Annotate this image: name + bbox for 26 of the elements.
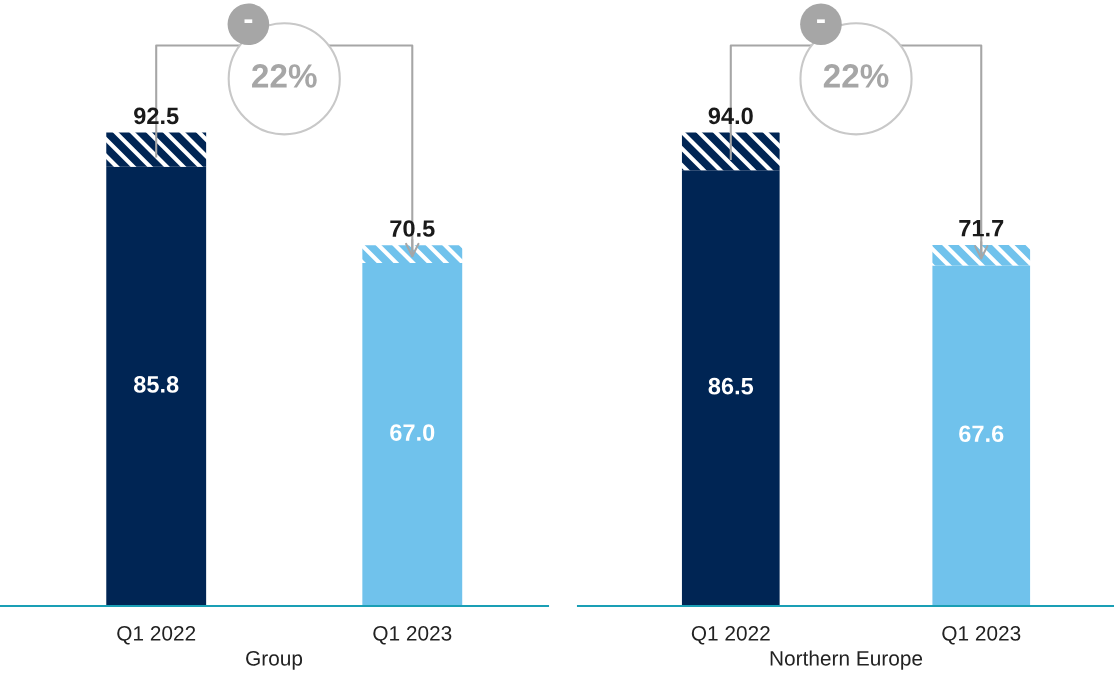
text: 22% bbox=[823, 64, 889, 88]
bar bbox=[681, 170, 780, 606]
text: - bbox=[817, 19, 825, 24]
bar bbox=[932, 244, 1031, 266]
x-tick-label: Q1 2022 bbox=[117, 625, 196, 645]
text: 22% bbox=[252, 64, 317, 88]
total-label: 92.5 bbox=[134, 107, 179, 125]
bar bbox=[362, 245, 463, 264]
x-tick-label: Q1 2023 bbox=[942, 625, 1021, 645]
bar bbox=[932, 265, 1031, 606]
data-label: 67.6 bbox=[959, 425, 1004, 443]
total-label: 94.0 bbox=[708, 107, 753, 125]
total-label: 70.5 bbox=[390, 220, 435, 237]
bar bbox=[106, 132, 207, 167]
x-tick-label: Q1 2022 bbox=[691, 625, 770, 645]
data-label: 85.8 bbox=[133, 376, 179, 393]
x-axis-title: Northern Europe bbox=[770, 650, 923, 670]
bar bbox=[106, 166, 207, 606]
data-label: 67.0 bbox=[390, 424, 435, 441]
bar bbox=[362, 263, 463, 606]
data-label: 86.5 bbox=[708, 377, 754, 395]
bar bbox=[681, 132, 780, 171]
x-axis-title: Group bbox=[246, 650, 303, 670]
x-tick-label: Q1 2023 bbox=[373, 625, 452, 645]
total-label: 71.7 bbox=[959, 220, 1004, 237]
text: - bbox=[244, 19, 253, 24]
